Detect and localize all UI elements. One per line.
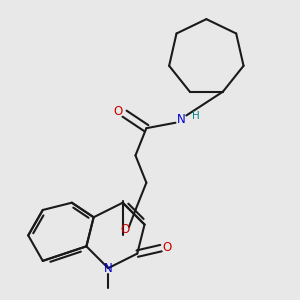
- Text: O: O: [113, 105, 123, 118]
- Text: H: H: [192, 111, 200, 121]
- Text: N: N: [176, 112, 185, 126]
- Text: O: O: [163, 241, 172, 254]
- Text: O: O: [120, 224, 129, 236]
- Text: N: N: [104, 262, 112, 275]
